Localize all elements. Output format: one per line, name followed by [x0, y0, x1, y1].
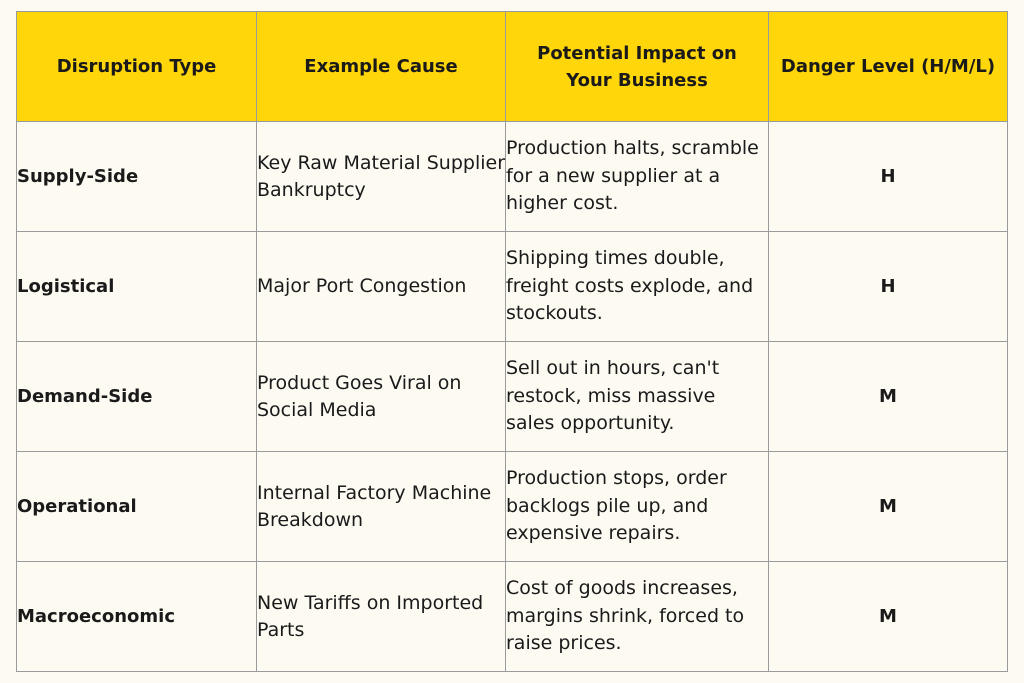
disruption-type-cell: Logistical	[16, 231, 257, 342]
table-row: Operational Internal Factory Machine Bre…	[16, 451, 1008, 562]
impact-cell: Production halts, scramble for a new sup…	[505, 121, 769, 232]
header-danger-level: Danger Level (H/M/L)	[768, 11, 1008, 122]
example-cause-cell: Key Raw Material Supplier Bankruptcy	[256, 121, 506, 232]
example-cause-cell: New Tariffs on Imported Parts	[256, 561, 506, 672]
danger-level-cell: M	[768, 451, 1008, 562]
header-potential-impact: Potential Impact on Your Business	[505, 11, 769, 122]
table-row: Logistical Major Port Congestion Shippin…	[16, 231, 1008, 342]
danger-level-cell: H	[768, 231, 1008, 342]
example-cause-cell: Internal Factory Machine Breakdown	[256, 451, 506, 562]
disruption-type-cell: Macroeconomic	[16, 561, 257, 672]
disruption-type-cell: Operational	[16, 451, 257, 562]
danger-level-cell: M	[768, 561, 1008, 672]
example-cause-cell: Product Goes Viral on Social Media	[256, 341, 506, 452]
table-row: Demand-Side Product Goes Viral on Social…	[16, 341, 1008, 452]
disruption-table: Disruption Type Example Cause Potential …	[16, 11, 1008, 672]
header-disruption-type: Disruption Type	[16, 11, 257, 122]
disruption-type-cell: Supply-Side	[16, 121, 257, 232]
header-row: Disruption Type Example Cause Potential …	[16, 11, 1008, 122]
danger-level-cell: M	[768, 341, 1008, 452]
impact-cell: Shipping times double, freight costs exp…	[505, 231, 769, 342]
header-example-cause: Example Cause	[256, 11, 506, 122]
disruption-type-cell: Demand-Side	[16, 341, 257, 452]
impact-cell: Sell out in hours, can't restock, miss m…	[505, 341, 769, 452]
impact-cell: Production stops, order backlogs pile up…	[505, 451, 769, 562]
example-cause-cell: Major Port Congestion	[256, 231, 506, 342]
table-row: Macroeconomic New Tariffs on Imported Pa…	[16, 561, 1008, 672]
impact-cell: Cost of goods increases, margins shrink,…	[505, 561, 769, 672]
danger-level-cell: H	[768, 121, 1008, 232]
table-row: Supply-Side Key Raw Material Supplier Ba…	[16, 121, 1008, 232]
